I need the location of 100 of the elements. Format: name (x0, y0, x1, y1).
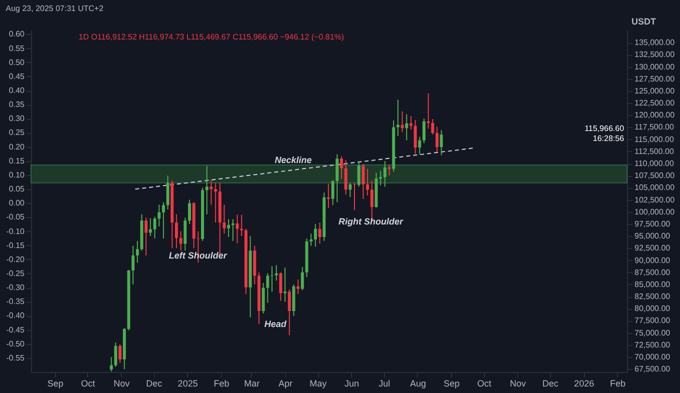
candlestick (336, 154, 339, 203)
candlestick (366, 168, 370, 196)
candlestick (405, 114, 408, 141)
candlestick (144, 217, 148, 256)
y-tick-label: 0.45 (8, 72, 26, 81)
candlestick (357, 160, 360, 188)
candlestick (227, 218, 230, 238)
y-tick-label: 0.55 (8, 44, 26, 53)
x-tick-label: Dec (542, 378, 559, 388)
y2-tick-label: 105,000.00 (634, 183, 676, 192)
candlestick (409, 116, 412, 130)
y2-tick-label: 82,500.00 (634, 292, 671, 302)
candlestick (210, 180, 213, 206)
x-tick-label: Feb (214, 378, 230, 388)
y2-tick-label: 112,500.00 (634, 146, 674, 156)
x-tick-label: 2025 (178, 378, 198, 388)
candlestick (414, 119, 417, 154)
x-tick-label: Mar (244, 378, 260, 388)
x-tick-label: Aug (410, 378, 426, 388)
y-tick-label: 0.25 (8, 128, 26, 138)
candlestick (136, 240, 139, 264)
y-tick-label: 0.20 (8, 142, 26, 152)
x-tick-label: Oct (477, 378, 492, 388)
y2-tick-label: 97,500.00 (634, 219, 671, 228)
y-tick-label: -0.10 (6, 226, 26, 236)
y-tick-label: -0.55 (6, 353, 26, 362)
y-tick-label: 0.10 (8, 170, 26, 180)
candlestick (326, 183, 330, 209)
y2-tick-label: 67,500.00 (634, 364, 671, 374)
candlestick (114, 342, 118, 368)
candlestick (274, 264, 278, 282)
candlestick (236, 214, 239, 244)
y2-tick-label: 110,000.00 (634, 159, 674, 168)
y2-tick-label: 102,500.00 (634, 195, 676, 204)
candlestick (426, 92, 430, 130)
y2-tick-label: 117,500.00 (634, 122, 674, 132)
y-tick-label: 0.60 (8, 30, 26, 39)
y-tick-label: -0.05 (6, 212, 26, 222)
candlestick (284, 267, 287, 302)
y-tick-label: -0.20 (6, 254, 26, 264)
candlestick (214, 182, 218, 224)
y2-tick-label: 130,000.00 (634, 62, 676, 72)
candlestick (300, 266, 304, 291)
candlestick (314, 223, 317, 248)
x-tick-label: May (310, 378, 328, 388)
y2-tick-label: 80,000.00 (634, 304, 671, 314)
y2-tick-label: 95,000.00 (634, 232, 671, 241)
y-tick-label: -0.30 (6, 283, 26, 292)
candlestick (174, 214, 178, 249)
candlestick (379, 170, 382, 186)
x-tick-label: Sep (444, 378, 460, 388)
y-tick-label: -0.15 (6, 240, 26, 250)
candlestick (110, 356, 113, 372)
y2-tick-label: 70,000.00 (634, 352, 671, 362)
y-tick-label: -0.35 (6, 297, 26, 306)
candlestick (296, 279, 300, 295)
candlestick (179, 230, 182, 252)
y-tick-label: -0.40 (6, 311, 26, 320)
y-tick-label: 0.50 (8, 58, 26, 67)
y2-tick-label: 122,500.00 (634, 98, 676, 108)
y-tick-label: 0.35 (8, 100, 26, 110)
candlestick (279, 272, 282, 302)
chart-subtitle: Aug 23, 2025 07:31 UTC+2 (6, 4, 104, 13)
candlestick (222, 204, 226, 234)
y-tick-label: -0.25 (6, 268, 26, 278)
annotation: 1D O116,912.52 H116,974.73 L115,469.67 C115,966.60 −946.12 (−0.81%) (78, 32, 344, 42)
candlestick (418, 136, 422, 155)
candlestick (188, 199, 191, 224)
candlestick (184, 217, 187, 252)
y2-tick-label: 132,500.00 (634, 50, 676, 60)
candlestick (153, 216, 156, 239)
x-tick-label: Nov (114, 378, 130, 388)
y2-tick-label: 100,000.00 (634, 207, 676, 216)
y2-tick-label: 115,000.00 (634, 134, 674, 144)
candlestick (431, 118, 434, 135)
y2-tick-label: 90,000.00 (634, 256, 671, 265)
y2-tick-label: 135,000.00 (634, 38, 676, 48)
candlestick (162, 202, 165, 239)
x-tick-label: Nov (510, 378, 526, 388)
candlestick (310, 233, 313, 246)
candlestick (383, 160, 386, 188)
annotation: Right Shoulder (338, 216, 404, 227)
candlestick (166, 175, 170, 210)
y2-tick-label: 75,000.00 (634, 328, 671, 338)
x-tick-label: 2026 (574, 378, 594, 388)
candlestick (388, 164, 391, 176)
y2-tick-label: 72,500.00 (634, 340, 671, 350)
candlestick (132, 245, 135, 285)
candlestick (288, 288, 291, 336)
y2-tick-label: 125,000.00 (634, 86, 676, 96)
y2-tick-label: 120,000.00 (634, 110, 676, 120)
candlestick (344, 160, 348, 195)
candlestick (231, 218, 234, 242)
y-tick-label: -0.45 (6, 325, 26, 334)
candlestick (266, 272, 270, 304)
y2-tick-label: 77,500.00 (634, 316, 671, 326)
x-tick-label: Oct (80, 378, 96, 388)
candlestick (262, 282, 265, 314)
candlestick (340, 156, 343, 180)
annotation: Head (264, 319, 287, 330)
